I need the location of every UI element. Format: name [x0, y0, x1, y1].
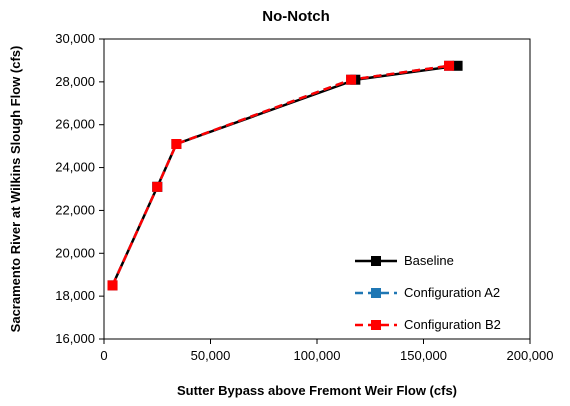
- legend-marker: [371, 256, 381, 266]
- y-tick-label: 24,000: [55, 160, 95, 175]
- legend: Baseline Configuration A2 Configuration B2: [355, 253, 501, 332]
- legend-label: Configuration B2: [404, 317, 501, 332]
- legend-marker: [371, 320, 381, 330]
- x-tick-label: 200,000: [507, 348, 554, 363]
- y-tick-label: 26,000: [55, 117, 95, 132]
- y-tick-label: 16,000: [55, 331, 95, 346]
- x-axis-ticks: 0 50,000 100,000 150,000 200,000: [100, 339, 554, 363]
- y-axis-title: Sacramento River at Wilkins Slough Flow …: [8, 46, 23, 333]
- x-tick-label: 0: [100, 348, 107, 363]
- chart-title: No-Notch: [262, 8, 330, 25]
- legend-label: Baseline: [404, 253, 454, 268]
- x-tick-label: 50,000: [191, 348, 231, 363]
- data-point-marker: [152, 181, 163, 192]
- data-point-marker: [107, 280, 118, 291]
- data-point-marker: [444, 60, 455, 71]
- y-tick-label: 18,000: [55, 288, 95, 303]
- series-line: [111, 64, 450, 286]
- y-tick-label: 30,000: [55, 31, 95, 46]
- y-axis-ticks: 16,000 18,000 20,000 22,000 24,000 26,000 28,0…: [55, 31, 104, 346]
- data-point-marker: [452, 60, 463, 71]
- y-tick-label: 22,000: [55, 202, 95, 217]
- series-layer: [107, 60, 463, 291]
- legend-marker: [371, 288, 381, 298]
- data-point-marker: [346, 74, 357, 85]
- series-2: [107, 60, 455, 291]
- legend-label: Configuration A2: [404, 285, 500, 300]
- y-tick-label: 20,000: [55, 245, 95, 260]
- series-1: [107, 60, 455, 291]
- x-tick-label: 100,000: [294, 348, 341, 363]
- data-point-marker: [171, 139, 182, 149]
- x-axis-title: Sutter Bypass above Fremont Weir Flow (c…: [177, 383, 457, 398]
- x-tick-label: 150,000: [400, 348, 447, 363]
- y-tick-label: 28,000: [55, 74, 95, 89]
